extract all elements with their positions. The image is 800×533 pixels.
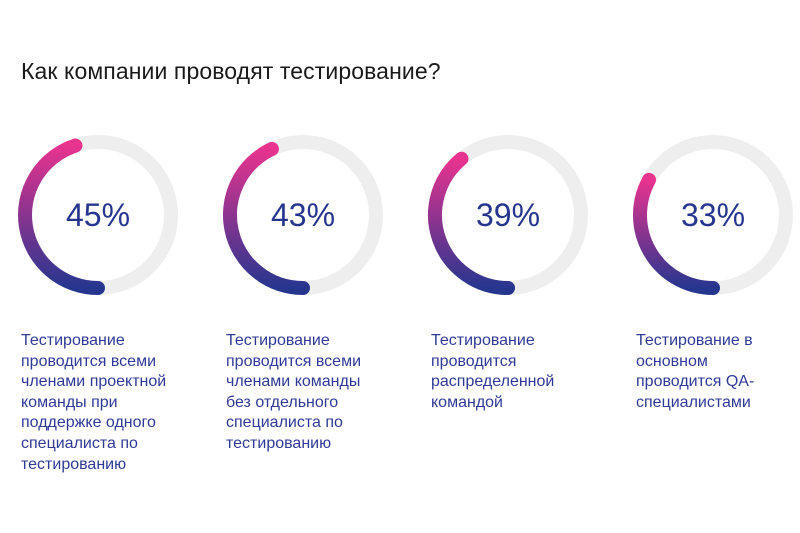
donut-caption-4: Тестирование в основном проводится QA-спец… xyxy=(636,332,755,411)
chart-title: Как компании проводят тестирование? xyxy=(21,58,441,84)
donut-value-label-1: 45% xyxy=(66,197,130,233)
donut-value-label-4: 33% xyxy=(681,197,745,233)
donut-value-label-2: 43% xyxy=(271,197,335,233)
donut-arc-3 xyxy=(428,151,515,295)
donut-caption-1: Тестирование проводится всеми членами прое… xyxy=(21,332,167,473)
donut-arc-4 xyxy=(633,172,720,295)
donut-arc-2 xyxy=(223,141,310,295)
donut-caption-3: Тестирование проводится распределенной кома… xyxy=(431,332,555,411)
donut-arc-1 xyxy=(18,138,105,295)
donut-value-label-3: 39% xyxy=(476,197,540,233)
donut-caption-2: Тестирование проводится всеми членами кома… xyxy=(226,332,362,452)
